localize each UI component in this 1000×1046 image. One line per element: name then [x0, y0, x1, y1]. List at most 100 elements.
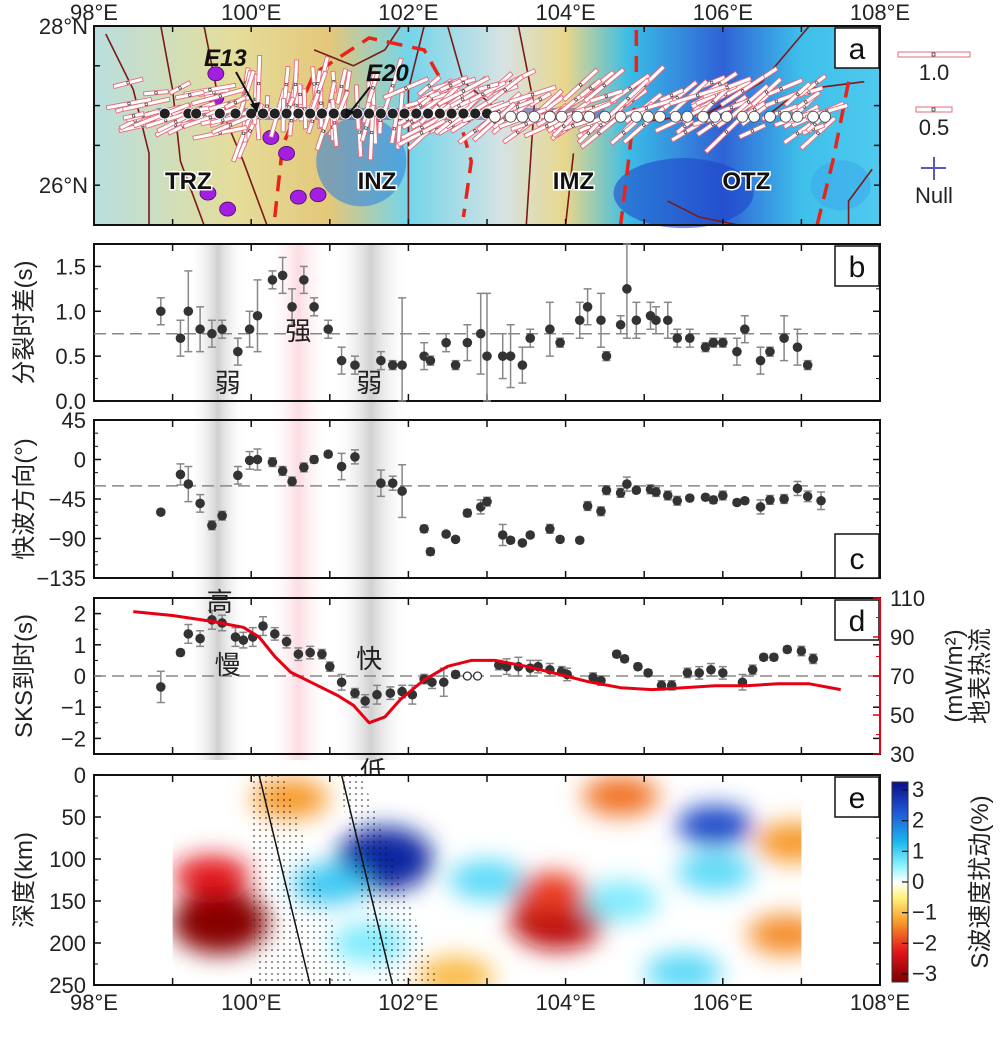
panel-c-letter: c — [850, 543, 865, 576]
split-bar-center — [480, 92, 485, 97]
zone-label-otz: OTZ — [722, 168, 770, 195]
panel-d-point — [782, 644, 793, 655]
split-bar-center — [371, 86, 375, 90]
panel-d-point — [350, 688, 360, 698]
x-tick-label-bottom: 102°E — [378, 990, 438, 1015]
split-bar-center — [418, 103, 423, 108]
split-bar-center — [357, 130, 361, 134]
split-bar-center — [578, 82, 583, 87]
panel-b-point — [732, 346, 742, 357]
station-open — [764, 110, 776, 123]
split-bar-center — [530, 92, 535, 97]
split-bar-center — [683, 130, 688, 135]
panel-d-point — [588, 672, 598, 683]
panel-d-point — [269, 629, 280, 639]
colorbar-label: S波速度扰动(%) — [967, 795, 994, 968]
split-bar-center — [752, 107, 757, 112]
split-bar — [297, 83, 303, 106]
split-bar-center — [724, 129, 729, 134]
panel-c-point — [336, 461, 347, 472]
panel-letter-a: a — [849, 33, 866, 66]
panel-b-point — [441, 337, 451, 348]
panel-c-point — [175, 469, 186, 480]
station-open — [697, 110, 710, 123]
split-bar-center — [682, 124, 687, 129]
split-bar-center — [241, 131, 246, 136]
panel-c-point — [233, 470, 243, 481]
station-open — [488, 110, 501, 123]
panel-c-point — [425, 546, 436, 557]
panel-b-point — [802, 360, 813, 370]
split-bar-center — [364, 126, 368, 130]
panel-b-point — [207, 328, 217, 339]
split-bar-center — [561, 123, 566, 129]
split-bar-body — [382, 76, 430, 101]
x-tick-label-top: 108°E — [850, 0, 910, 25]
panel-d-ytick-label: 2 — [74, 602, 86, 627]
split-bar-center — [409, 119, 414, 124]
split-bar-center — [284, 82, 288, 87]
station-filled — [386, 107, 399, 120]
station-open — [819, 110, 831, 123]
split-bar-body — [122, 111, 145, 121]
x-tick-label-top: 98°E — [70, 0, 118, 25]
split-bar-body — [805, 73, 828, 92]
split-bar — [143, 89, 169, 97]
split-bar-center — [675, 95, 680, 100]
panel-c-point — [792, 483, 803, 494]
split-bar-center — [460, 97, 465, 102]
split-bar-center — [319, 101, 323, 105]
panel-c-point — [802, 491, 813, 502]
colorbar-tick-label: 2 — [912, 808, 924, 833]
split-bar-center — [795, 92, 800, 97]
split-bar-center — [289, 119, 294, 123]
legend-bar-1-center — [931, 52, 936, 57]
split-bar-body — [367, 104, 376, 161]
split-bar-body — [750, 76, 783, 108]
panel-c-point — [156, 507, 166, 517]
split-bar-center — [544, 124, 549, 129]
station-filled — [280, 107, 293, 120]
heatmap-anomaly — [173, 855, 250, 896]
panel-c-point — [497, 530, 508, 540]
panel-b-point — [376, 355, 386, 366]
split-bar-center — [404, 86, 408, 91]
panel-b-point — [700, 342, 711, 352]
panel-c-point — [740, 495, 750, 506]
panel-d-point — [694, 668, 705, 678]
station-filled — [410, 107, 423, 120]
panel-d-point — [643, 668, 653, 678]
split-bar-body — [366, 72, 381, 104]
split-bar-center — [173, 119, 178, 124]
split-bar-center — [538, 97, 543, 102]
panel-c-point — [816, 495, 826, 506]
panel-c-point — [309, 454, 319, 465]
split-bar-center — [812, 122, 818, 127]
split-bar-body — [297, 83, 303, 106]
split-bar-body — [112, 76, 144, 90]
station-open — [528, 110, 541, 123]
panel-b-point — [651, 315, 661, 326]
split-bar-body — [782, 121, 813, 146]
panel-d-point — [747, 664, 758, 675]
panel-c-point — [419, 524, 429, 534]
panel-b-point — [175, 333, 186, 344]
panel-c-point — [299, 462, 309, 473]
split-bar — [485, 74, 525, 106]
panel-c-point — [462, 508, 473, 518]
split-bar — [658, 87, 685, 103]
x-tick-label-top: 100°E — [221, 0, 281, 25]
split-bar-center — [486, 84, 491, 89]
split-bar-center — [779, 86, 784, 91]
panel-d-right-tick-label: 30 — [890, 742, 914, 767]
panel-c-point — [615, 488, 626, 498]
split-bar-center — [321, 129, 326, 133]
legend-label-null: Null — [915, 183, 953, 208]
split-bar-center — [461, 89, 466, 94]
panel-b-point — [505, 351, 516, 361]
split-bar-center — [740, 88, 745, 93]
split-bar-center — [604, 94, 609, 98]
split-bar-center — [427, 83, 432, 88]
x-tick-label-bottom: 100°E — [221, 990, 281, 1015]
panel-b-point — [425, 355, 436, 366]
